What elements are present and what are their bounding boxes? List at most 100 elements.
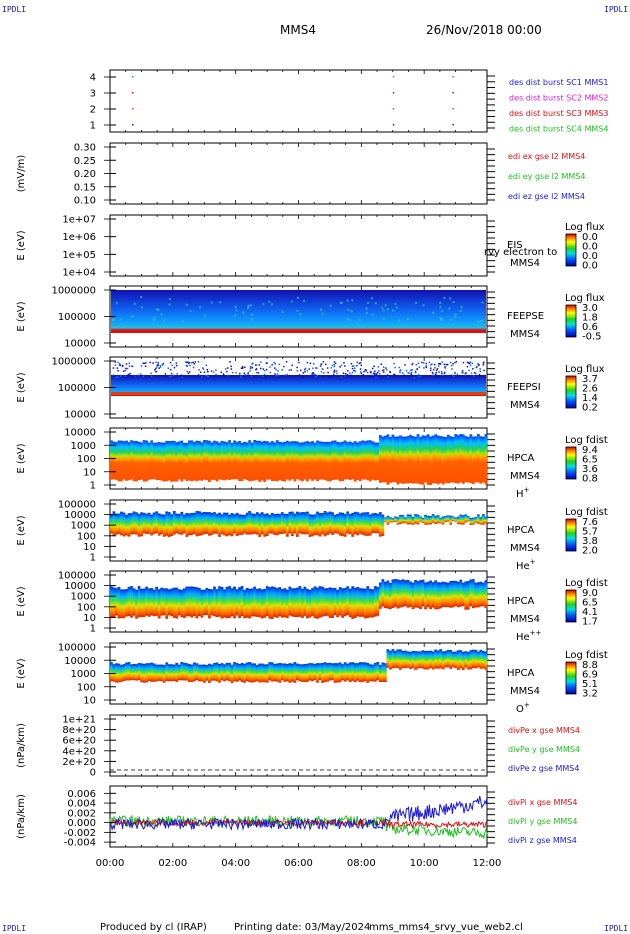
spectrogram-column <box>220 663 224 681</box>
spectrogram-cell <box>425 365 428 367</box>
spectrogram-cell <box>152 318 155 321</box>
spectrogram-column <box>162 514 166 537</box>
spectrogram-cell <box>412 362 414 365</box>
spectrogram-column <box>235 663 239 682</box>
spectrogram-cell <box>243 372 246 375</box>
burst-point <box>392 76 395 78</box>
spectrogram-column <box>117 586 121 619</box>
spectrogram-cell <box>314 376 317 378</box>
spectrogram-column <box>230 513 234 537</box>
spectrogram-column <box>484 516 488 524</box>
spectrogram-column <box>290 441 294 480</box>
y-axis-label: E (eV) <box>16 515 27 545</box>
spectrogram-cell <box>417 362 420 365</box>
spectrogram-cell <box>150 375 153 378</box>
spectrogram-cell <box>452 300 455 303</box>
spectrogram-cell <box>168 375 171 378</box>
spectrogram-cell <box>468 369 470 372</box>
spectrogram-cell <box>460 305 463 308</box>
spectrogram-cell <box>340 376 343 378</box>
spectrogram-column <box>117 440 121 482</box>
spectrogram-cell <box>255 368 258 370</box>
spectrogram-column <box>464 514 468 523</box>
spectrogram-column <box>175 513 179 534</box>
burst-point <box>392 124 395 126</box>
spectrogram-column <box>233 514 236 534</box>
spectrogram-column <box>157 589 161 619</box>
spectrogram-cell <box>418 366 421 368</box>
spectrogram-column <box>416 434 420 484</box>
spectrogram-column <box>411 582 415 610</box>
spectrogram-column <box>112 587 116 618</box>
spectrogram-cell <box>312 363 315 365</box>
y-tick-label: 10 <box>83 613 96 624</box>
spectrogram-cell <box>438 363 440 365</box>
spectrogram-cell <box>320 371 323 373</box>
spectrogram-column <box>243 589 247 619</box>
spectrogram-column <box>175 587 179 619</box>
spectrogram-column <box>454 517 458 522</box>
spectrogram-column <box>429 515 433 525</box>
spectrogram-cell <box>281 368 283 371</box>
spectrogram-column <box>383 517 387 523</box>
spectrogram-cell <box>296 370 299 372</box>
spectrogram-cell <box>399 369 401 372</box>
spectrogram-column <box>142 663 146 683</box>
colorbar-title: Log fdist <box>565 650 608 661</box>
series-label: divPi z gse MMS4 <box>508 836 577 845</box>
spectrogram-column <box>280 512 284 534</box>
spectrogram-column <box>290 588 294 617</box>
spectrogram-column <box>255 664 259 682</box>
spectrogram-column <box>434 515 438 525</box>
spectrogram-column <box>471 517 475 525</box>
spectrogram-column <box>474 517 478 523</box>
spectrogram-column <box>446 582 450 608</box>
spectrogram-cell <box>370 375 372 378</box>
spectrogram-cell <box>381 306 384 309</box>
spectrogram-column <box>421 650 425 669</box>
spectrogram-cell <box>360 372 363 375</box>
spectrogram-column <box>147 442 151 480</box>
spectrogram-column <box>187 513 191 536</box>
spectrogram-column <box>353 663 357 683</box>
spectrogram-column <box>459 579 463 607</box>
spectrogram-column <box>421 517 425 524</box>
spectrogram-cell <box>193 363 196 365</box>
spectrogram-column <box>361 440 365 480</box>
spectrogram-cell <box>319 365 322 367</box>
colorbar-tick-label: 6.5 <box>582 455 598 466</box>
spectrogram-cell <box>353 367 356 369</box>
spectrogram-column <box>303 441 307 480</box>
spectrogram-column <box>270 662 274 682</box>
spectrogram-column <box>140 442 143 480</box>
spectrogram-column <box>185 442 189 481</box>
spectrogram-column <box>225 442 229 480</box>
spectrogram-cell <box>362 373 364 376</box>
spectrogram-column <box>434 580 438 610</box>
spectrogram-cell <box>441 309 444 312</box>
spectrogram-cell <box>351 371 354 374</box>
spectrogram-column <box>481 582 485 607</box>
spectrogram-cell <box>354 370 357 373</box>
colorbar-tick-label: 0.0 <box>582 261 598 272</box>
burst-point <box>452 92 454 94</box>
spectrogram-cell <box>175 364 178 367</box>
spectrogram-column <box>311 514 314 537</box>
spectrogram-column <box>245 587 249 618</box>
spectrogram-cell <box>186 370 188 373</box>
spectrogram-column <box>456 435 460 484</box>
spectrogram-cell <box>176 373 178 375</box>
spectrogram-cell <box>381 369 384 372</box>
instrument-label: HPCA <box>507 668 535 679</box>
spectrogram-cell <box>185 361 188 363</box>
corner-logo-tl: IPDLI <box>2 5 26 14</box>
spectrogram-column <box>155 586 159 616</box>
spectrogram-column <box>112 664 116 682</box>
spectrogram-cell <box>431 363 433 365</box>
spectrogram-column <box>147 663 151 681</box>
spectrogram-column <box>386 515 390 525</box>
spectrogram-cell <box>358 362 360 365</box>
colorbar-tick-label: 2.0 <box>582 546 598 557</box>
spectrogram-cell <box>271 364 273 366</box>
spectrogram-column <box>426 434 430 485</box>
